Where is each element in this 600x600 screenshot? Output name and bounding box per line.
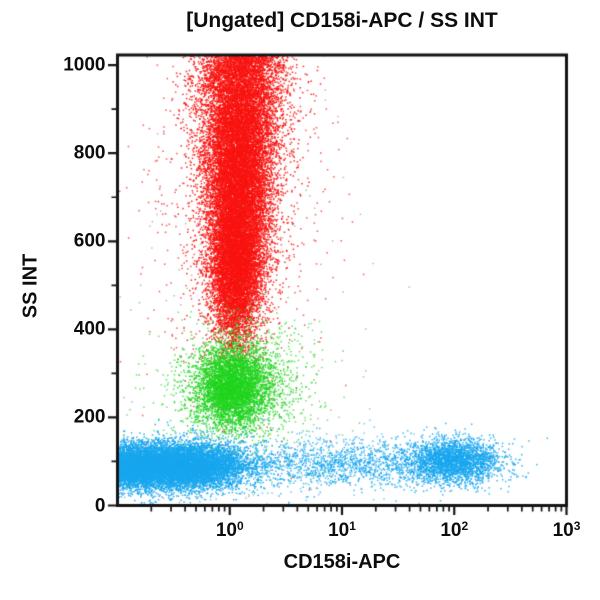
y-tick-label-200: 200 — [73, 406, 106, 428]
x-tick-label-10e2: 102 — [440, 518, 469, 541]
y-tick-label-800: 800 — [73, 142, 106, 164]
y-tick-label-0: 0 — [94, 495, 106, 516]
x-tick-label-10e3: 103 — [552, 518, 581, 541]
y-tick-label-400: 400 — [73, 318, 106, 340]
x-axis-label: CD158i-APC — [283, 551, 401, 573]
x-tick-label-10e1: 101 — [328, 518, 356, 541]
x-tick-label-10e0: 100 — [215, 518, 244, 541]
plot-title: [Ungated] CD158i-APC / SS INT — [186, 9, 498, 32]
y-tick-label-1000: 1000 — [63, 54, 106, 76]
y-axis-label: SS INT — [19, 253, 42, 319]
y-tick-label-600: 600 — [73, 230, 106, 252]
